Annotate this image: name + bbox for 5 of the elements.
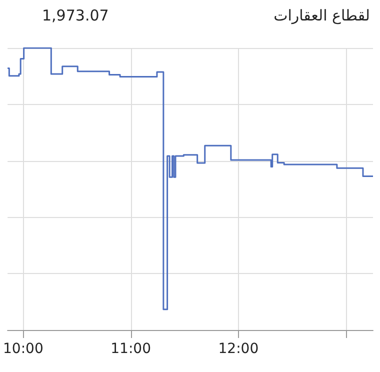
text: 1,973.07 — [42, 6, 109, 24]
x-tick-label: 12:00 — [218, 341, 259, 357]
x-tick-label: 11:00 — [110, 341, 151, 357]
chart-title: لقطاع العقارات — [274, 6, 370, 24]
x-tick-label: 10:00 — [2, 341, 44, 357]
